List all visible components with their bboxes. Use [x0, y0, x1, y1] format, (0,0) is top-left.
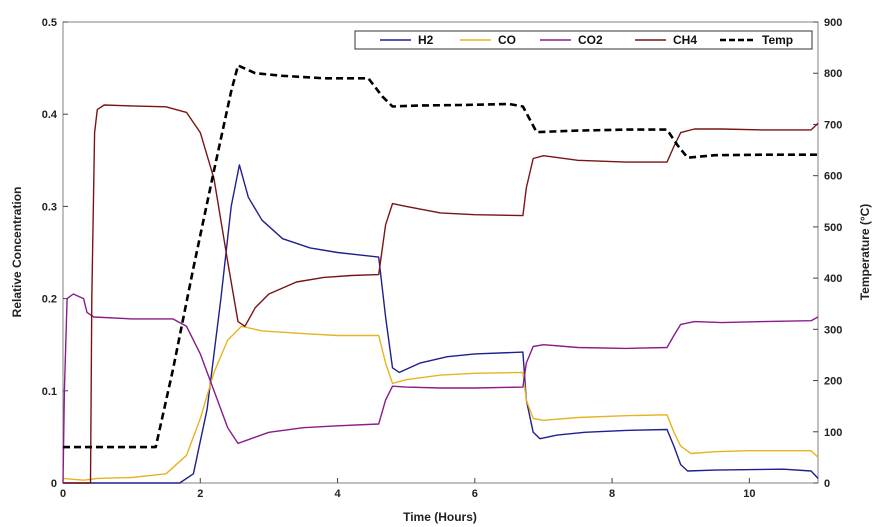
y-right-tick-label: 800 [824, 68, 842, 80]
y-right-tick-label: 200 [824, 376, 842, 388]
series-line-temp [63, 64, 818, 449]
legend-label-ch4: CH4 [673, 33, 697, 47]
y-left-tick-label: 0.2 [42, 294, 57, 306]
y-left-tick-label: 0.3 [42, 201, 57, 213]
y-right-tick-label: 100 [824, 427, 842, 439]
y-right-tick-label: 700 [824, 119, 842, 131]
legend-label-temp: Temp [762, 33, 793, 47]
y-left-tick-label: 0.5 [42, 17, 57, 29]
axis-ticks: 0 2 4 6 8 1000.10.20.30.40.501002003004005006… [42, 17, 843, 500]
y-right-tick-label: 400 [824, 273, 842, 285]
y-axis-left-title: Relative Concentration [10, 187, 24, 318]
x-axis-title: Time (Hours) [403, 510, 477, 524]
series-line-ch4 [63, 104, 819, 484]
x-tick-label: 10 [743, 488, 755, 500]
legend-label-co2: CO2 [578, 33, 603, 47]
y-right-tick-label: 900 [824, 17, 842, 29]
legend-box [354, 30, 813, 50]
series-lines [62, 64, 819, 484]
y-left-tick-label: 0 [51, 478, 57, 490]
y-right-tick-label: 600 [824, 171, 842, 183]
y-left-tick-label: 0.4 [42, 109, 58, 121]
y-left-tick-label: 0.1 [42, 386, 57, 398]
y-axis-right-title: Temperature (°C) [858, 204, 872, 301]
y-right-tick-label: 0 [824, 478, 830, 490]
y-right-tick-label: 500 [824, 222, 842, 234]
x-tick-label: 0 [60, 488, 66, 500]
legend-label-co: CO [498, 33, 516, 47]
x-tick-label: 6 [472, 488, 478, 500]
x-tick-label: 4 [334, 488, 341, 500]
series-line-h2 [63, 164, 819, 484]
y-right-tick-label: 300 [824, 324, 842, 336]
x-tick-label: 2 [197, 488, 203, 500]
x-tick-label: 8 [609, 488, 615, 500]
plot-area [62, 21, 819, 484]
series-line-co2 [62, 293, 819, 484]
legend-label-h2: H2 [418, 33, 434, 47]
legend: H2 CO CO2 CH4 Temp [354, 30, 813, 50]
series-line-co [62, 325, 819, 481]
